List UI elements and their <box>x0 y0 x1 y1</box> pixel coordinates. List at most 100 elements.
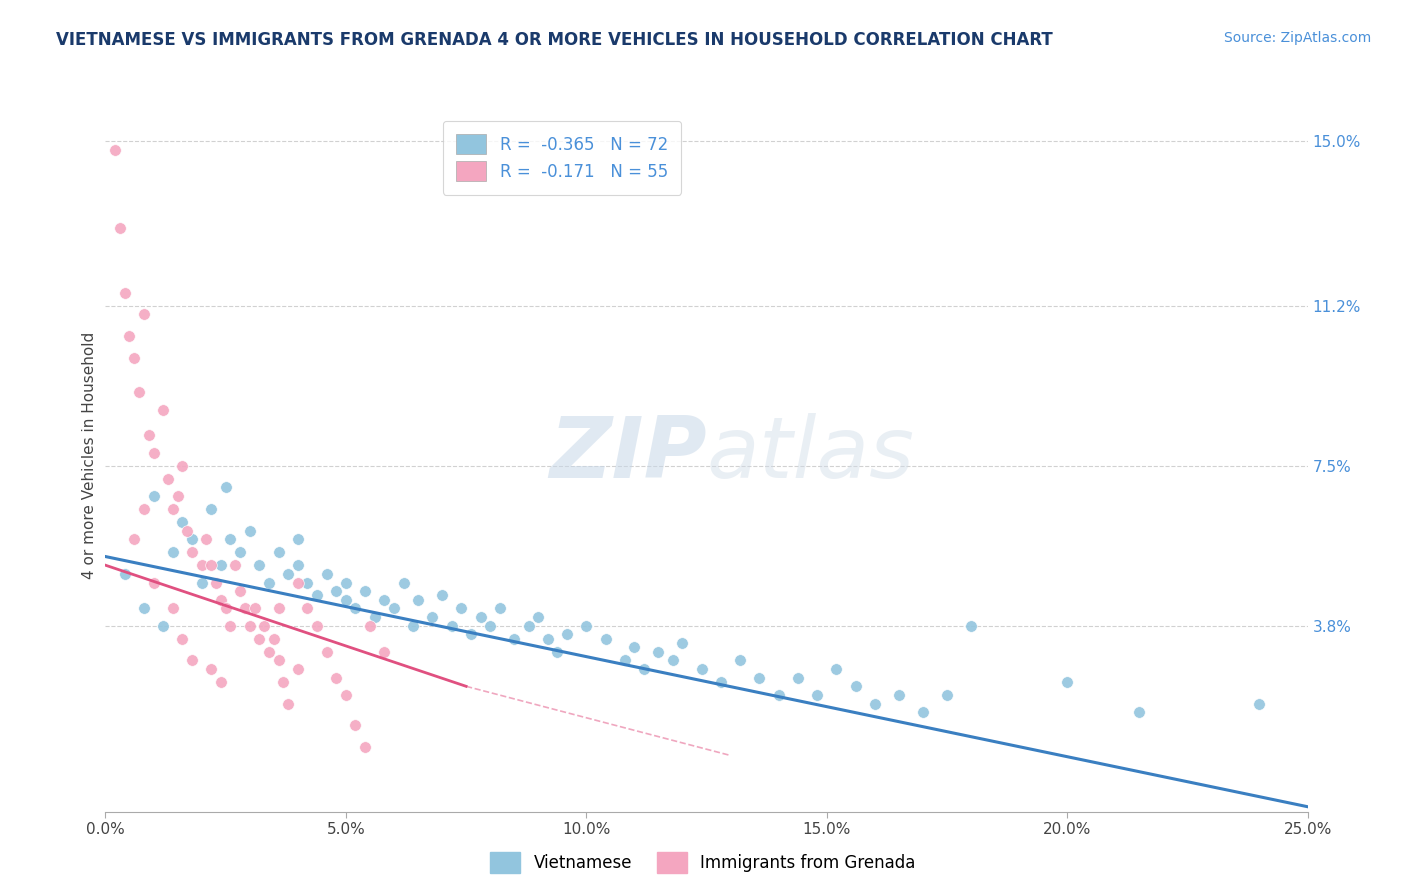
Point <box>537 632 560 646</box>
Point <box>142 489 165 503</box>
Point <box>152 619 174 633</box>
Point <box>690 662 713 676</box>
Point <box>243 601 266 615</box>
Point <box>200 662 222 676</box>
Point <box>257 645 280 659</box>
Point <box>1128 705 1150 719</box>
Point <box>267 545 290 559</box>
Point <box>247 632 270 646</box>
Point <box>253 619 276 633</box>
Point <box>373 592 395 607</box>
Point <box>359 619 381 633</box>
Point <box>166 489 188 503</box>
Point <box>354 584 377 599</box>
Point <box>114 285 136 300</box>
Point <box>623 640 645 655</box>
Point <box>728 653 751 667</box>
Point <box>229 545 252 559</box>
Text: Source: ZipAtlas.com: Source: ZipAtlas.com <box>1223 31 1371 45</box>
Point <box>132 601 155 615</box>
Point <box>440 619 463 633</box>
Point <box>224 558 246 573</box>
Y-axis label: 4 or more Vehicles in Household: 4 or more Vehicles in Household <box>82 331 97 579</box>
Point <box>247 558 270 573</box>
Point <box>863 697 886 711</box>
Point <box>162 502 184 516</box>
Point <box>936 688 959 702</box>
Point <box>200 502 222 516</box>
Point <box>662 653 685 667</box>
Point <box>287 575 309 590</box>
Point <box>267 653 290 667</box>
Point <box>124 533 146 547</box>
Point <box>229 584 252 599</box>
Point <box>287 662 309 676</box>
Legend: Vietnamese, Immigrants from Grenada: Vietnamese, Immigrants from Grenada <box>484 846 922 880</box>
Point <box>277 697 299 711</box>
Text: ZIP: ZIP <box>548 413 707 497</box>
Point <box>209 675 232 690</box>
Point <box>335 592 357 607</box>
Point <box>195 533 218 547</box>
Point <box>748 671 770 685</box>
Point <box>172 632 194 646</box>
Point <box>546 645 568 659</box>
Point <box>257 575 280 590</box>
Point <box>152 402 174 417</box>
Point <box>190 575 212 590</box>
Point <box>128 385 150 400</box>
Point <box>287 533 309 547</box>
Point <box>297 601 319 615</box>
Point <box>305 619 328 633</box>
Point <box>450 601 472 615</box>
Point <box>219 533 242 547</box>
Point <box>595 632 617 646</box>
Point <box>239 619 262 633</box>
Point <box>1056 675 1078 690</box>
Point <box>382 601 405 615</box>
Point <box>181 533 204 547</box>
Point <box>181 545 204 559</box>
Point <box>960 619 983 633</box>
Point <box>647 645 669 659</box>
Point <box>162 601 184 615</box>
Point <box>277 566 299 581</box>
Legend: R =  -0.365   N = 72, R =  -0.171   N = 55: R = -0.365 N = 72, R = -0.171 N = 55 <box>443 120 682 194</box>
Point <box>488 601 510 615</box>
Point <box>373 645 395 659</box>
Point <box>335 575 357 590</box>
Point <box>267 601 290 615</box>
Point <box>108 220 131 235</box>
Point <box>132 502 155 516</box>
Point <box>172 515 194 529</box>
Point <box>124 351 146 365</box>
Point <box>263 632 285 646</box>
Point <box>633 662 655 676</box>
Point <box>806 688 828 702</box>
Point <box>138 428 160 442</box>
Text: atlas: atlas <box>707 413 914 497</box>
Point <box>422 610 444 624</box>
Point <box>200 558 222 573</box>
Point <box>710 675 733 690</box>
Point <box>845 679 868 693</box>
Point <box>162 545 184 559</box>
Point <box>392 575 415 590</box>
Point <box>555 627 578 641</box>
Point <box>460 627 482 641</box>
Point <box>613 653 636 667</box>
Point <box>305 589 328 603</box>
Point <box>287 558 309 573</box>
Point <box>325 671 347 685</box>
Point <box>214 480 236 494</box>
Point <box>517 619 540 633</box>
Point <box>142 575 165 590</box>
Point <box>527 610 550 624</box>
Point <box>406 592 429 607</box>
Point <box>364 610 387 624</box>
Point <box>190 558 212 573</box>
Point <box>156 472 179 486</box>
Point <box>181 653 204 667</box>
Point <box>104 143 127 157</box>
Point <box>575 619 598 633</box>
